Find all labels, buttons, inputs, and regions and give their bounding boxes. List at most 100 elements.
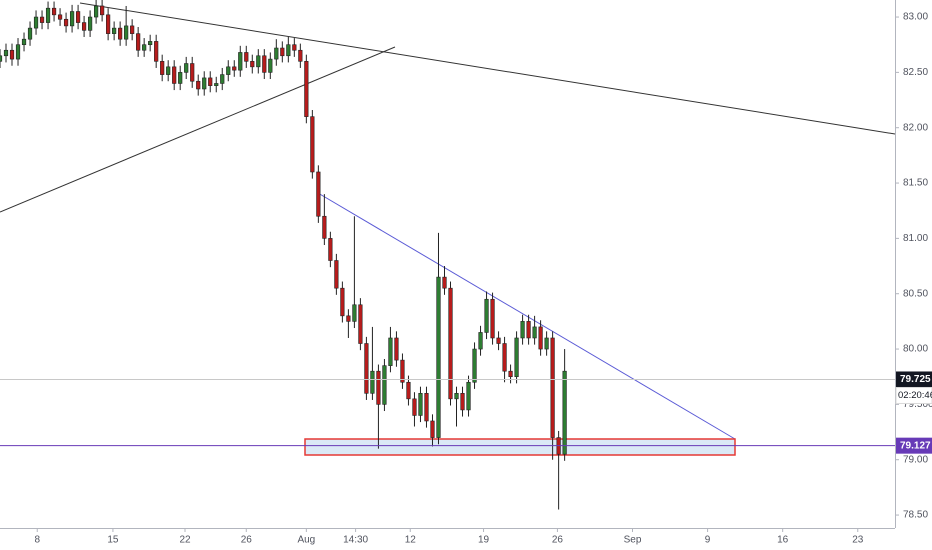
candle-body (460, 393, 465, 411)
x-tick-label: 16 (777, 535, 789, 546)
candle-body (106, 14, 111, 34)
candle-body (27, 27, 33, 40)
candle-body (75, 11, 81, 23)
candle-body (100, 5, 105, 16)
candle-body (472, 348, 477, 383)
candle-body (280, 47, 285, 57)
candle-body (394, 337, 399, 361)
x-tick-label: 19 (478, 535, 490, 546)
candle-body (544, 337, 549, 350)
candle-body (316, 171, 321, 217)
candle-body (124, 25, 129, 40)
candle-body (154, 41, 159, 62)
candle-body (418, 393, 423, 416)
x-tick-label: 9 (705, 535, 711, 546)
candle-body (39, 16, 45, 23)
candle-body (21, 38, 27, 46)
candle-body (484, 298, 489, 333)
candle-body (370, 370, 375, 394)
x-tick-label: 23 (852, 535, 864, 546)
candle-body (256, 55, 261, 68)
candle-body (406, 381, 411, 400)
drawings (0, 2, 896, 456)
candle-body (274, 47, 279, 60)
candle-body (214, 83, 219, 86)
candle-body (508, 370, 513, 378)
alert-box (896, 437, 932, 454)
trend-line (79, 2, 896, 135)
candle-body (15, 44, 21, 60)
candle-body (130, 25, 135, 34)
candle-body (532, 326, 537, 339)
candle-body (166, 66, 171, 75)
candle-body (334, 260, 339, 289)
y-tick-label: 82.00 (903, 122, 928, 133)
candles (0, 0, 895, 510)
candle-body (0, 55, 3, 62)
candle-body (448, 287, 453, 400)
candle-body (268, 58, 273, 73)
candle-body (184, 63, 189, 73)
y-tick-label: 80.00 (903, 344, 928, 355)
candle-body (160, 61, 165, 75)
candle-body (262, 55, 267, 73)
y-tick-label: 79.00 (903, 454, 928, 465)
candle-body (87, 16, 93, 31)
candle-body (178, 72, 183, 84)
candle-body (328, 238, 333, 261)
countdown-box (895, 386, 932, 404)
candle-body (33, 16, 39, 29)
candle-body (112, 27, 117, 34)
candle-body (364, 343, 369, 394)
x-tick-label: Sep (624, 535, 642, 546)
candle-body (220, 74, 225, 84)
candle-body (250, 61, 255, 68)
candle-body (136, 33, 141, 51)
candle-body (376, 370, 381, 405)
candle-body (232, 66, 237, 71)
candle-body (502, 343, 507, 372)
candle-body (514, 337, 519, 378)
candle-body (51, 7, 57, 16)
support-zone (304, 438, 736, 456)
candle-body (538, 326, 543, 350)
y-tick-label: 79.500 (903, 399, 932, 410)
candle-body (550, 337, 555, 438)
last-price-box (896, 371, 932, 388)
candle-body (202, 77, 207, 90)
y-tick-label: 81.00 (903, 233, 928, 244)
x-tick-label: 26 (552, 535, 564, 546)
candle-body (322, 215, 327, 239)
candle-body (454, 393, 459, 400)
candle-body (94, 5, 99, 18)
candle-body (388, 337, 393, 366)
candle-body (3, 49, 9, 57)
y-tick-label: 78.50 (903, 510, 928, 521)
candle-body (208, 77, 213, 86)
candle-body (304, 61, 309, 117)
candle-body (9, 49, 15, 60)
candle-body (310, 116, 315, 173)
x-tick-label: 8 (34, 535, 40, 546)
candle-body (298, 49, 303, 62)
last-price-label: 79.725 (900, 374, 931, 385)
candle-body (424, 393, 429, 422)
x-tick-label: 15 (107, 535, 119, 546)
y-tick-label: 83.00 (903, 12, 928, 23)
alert-label: 79.127 (900, 440, 931, 451)
axes: 78.50 79.00 79.500 80.00 80.50 81.00 81.50 82.0… (34, 12, 932, 546)
trend-line (317, 192, 736, 440)
candle-body (562, 370, 567, 455)
x-tick-label: 12 (405, 535, 417, 546)
candle-body (196, 80, 201, 90)
candle-body (478, 332, 483, 350)
candle-body (412, 398, 417, 416)
candle-body (69, 11, 75, 27)
candle-body (430, 420, 435, 438)
candle-body (382, 365, 387, 405)
candle-body (400, 359, 405, 383)
candle-body (436, 276, 441, 438)
candle-body (81, 22, 87, 31)
candle-body (490, 298, 495, 339)
candle-body (57, 14, 63, 20)
